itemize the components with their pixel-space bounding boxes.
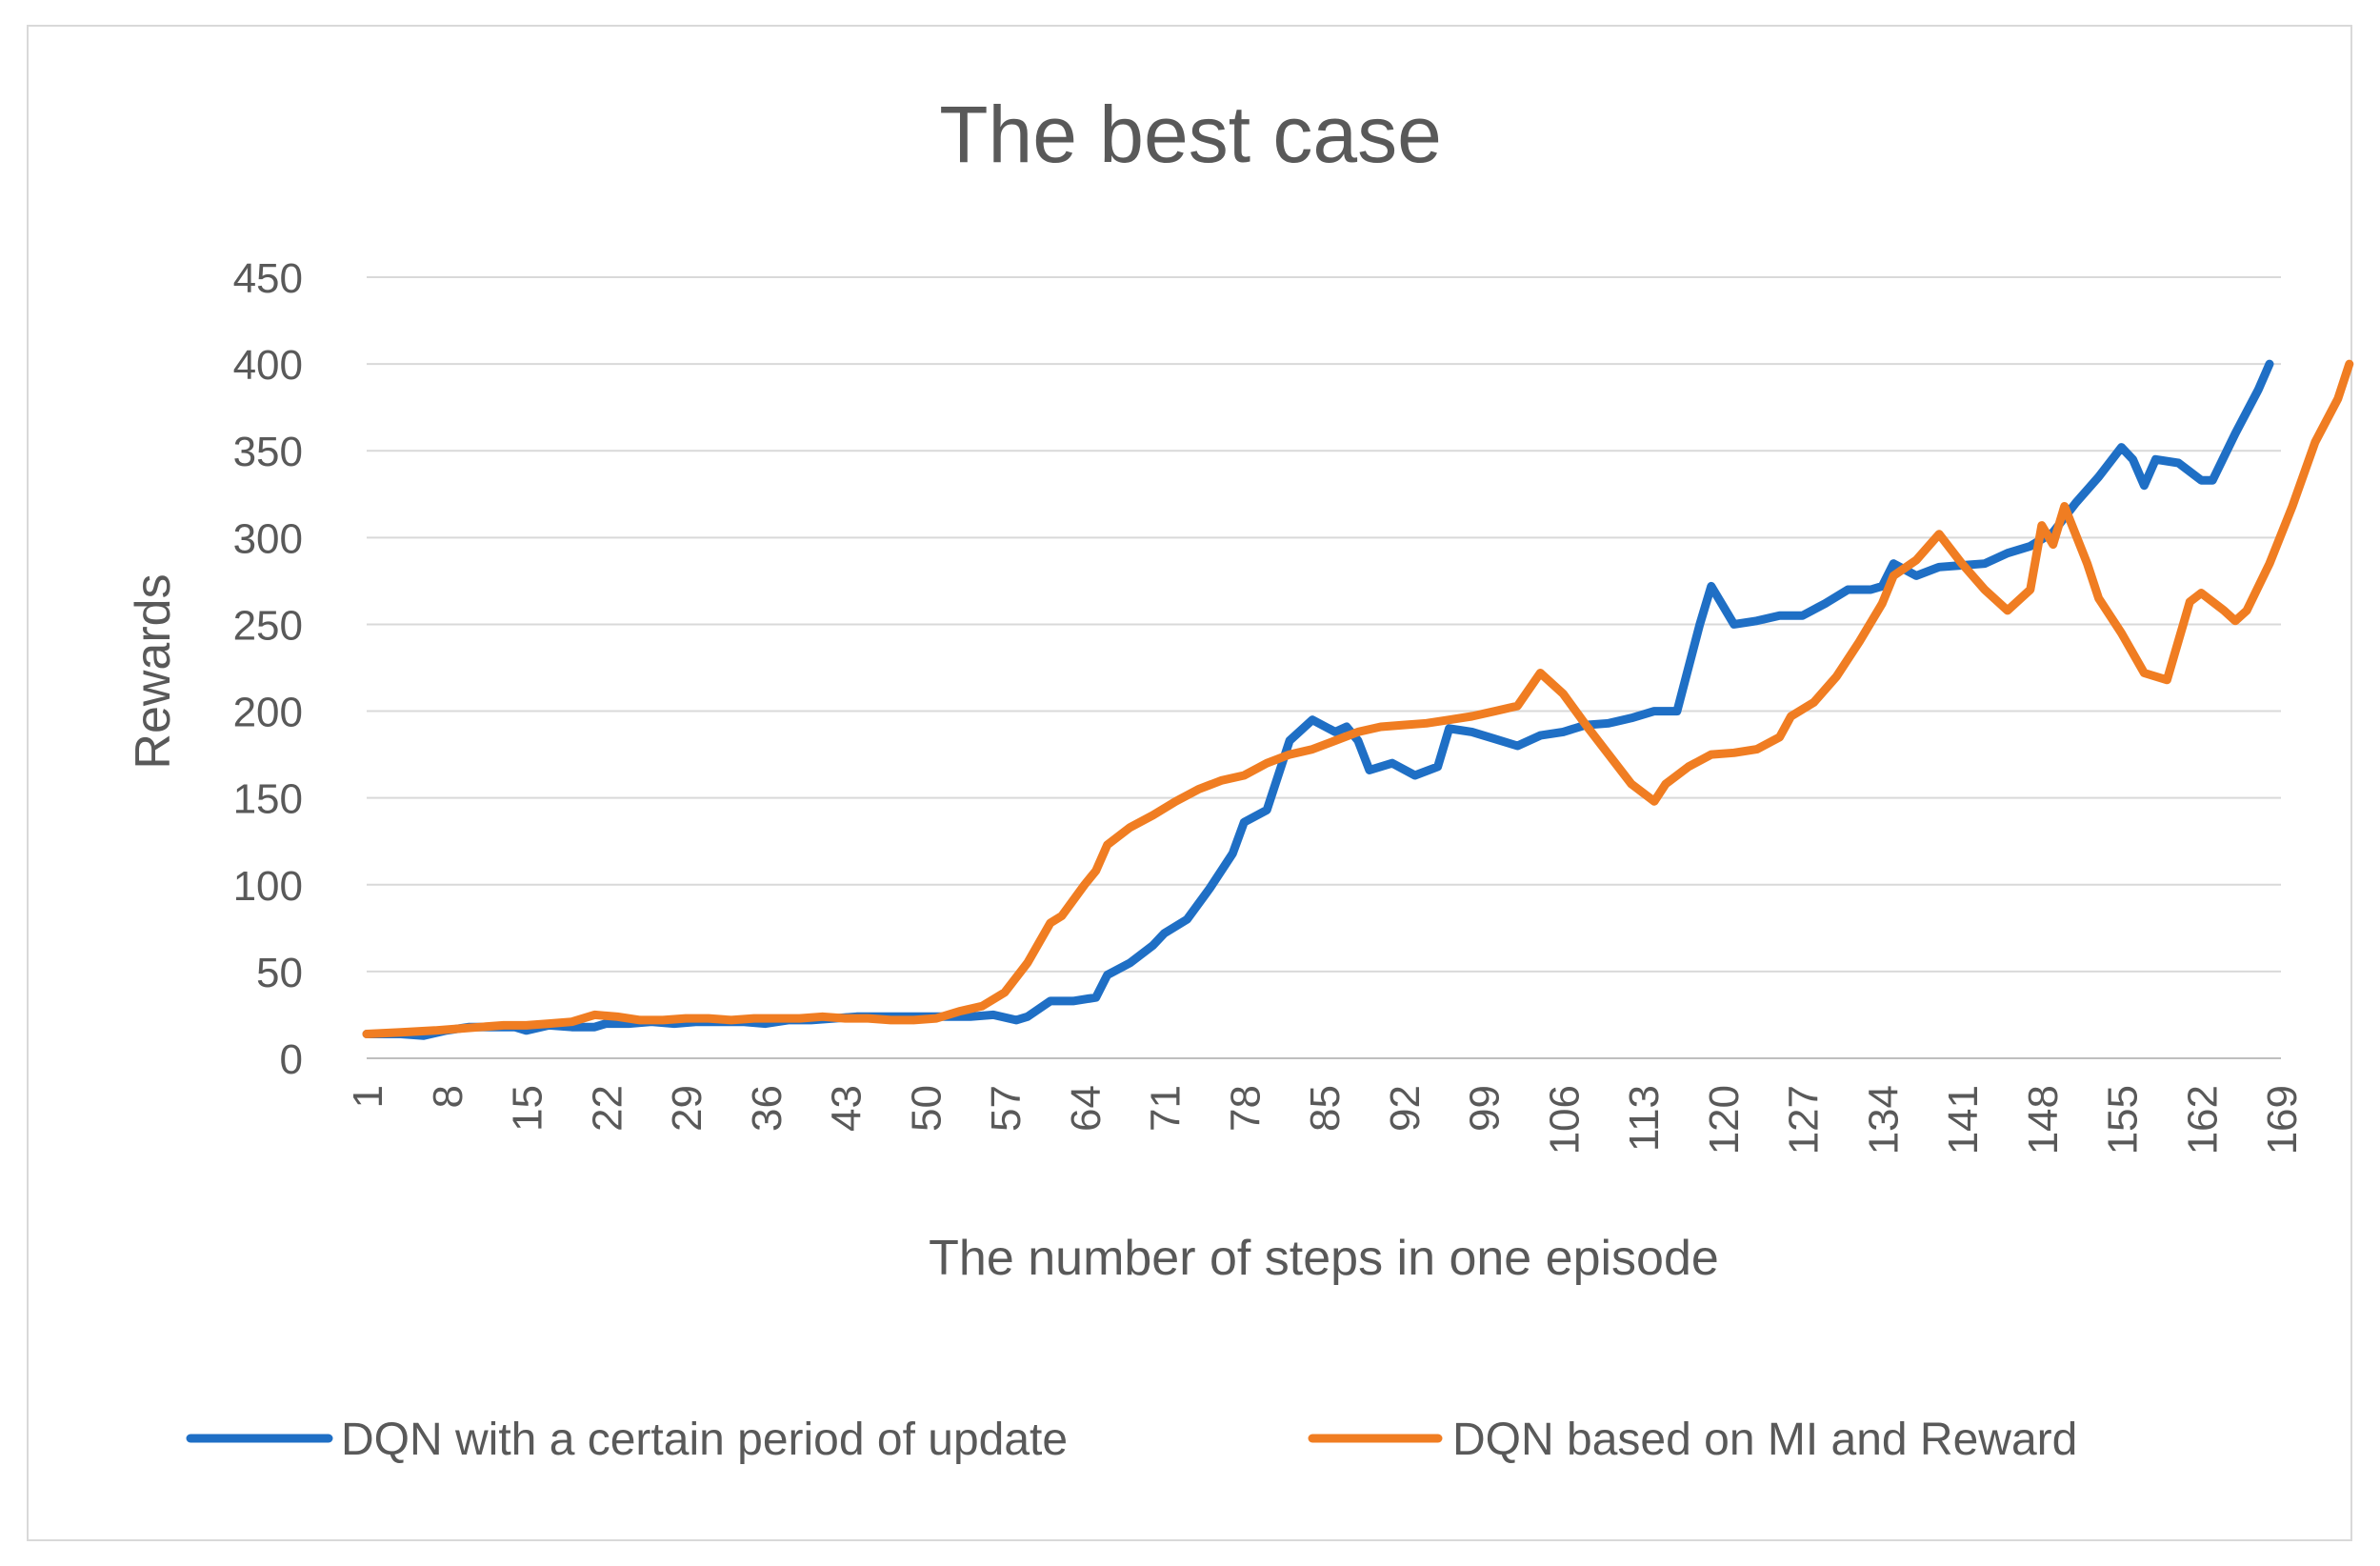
chart-title: The best case — [939, 90, 1442, 179]
series-line-0 — [362, 359, 2274, 1040]
x-tick-label: 36 — [744, 1085, 790, 1132]
x-tick-label: 141 — [1940, 1085, 1987, 1154]
x-tick-label: 22 — [584, 1085, 630, 1132]
y-tick-label: 300 — [233, 515, 303, 562]
y-tick-label: 350 — [233, 429, 303, 475]
y-tick-label: 400 — [233, 342, 303, 389]
y-tick-label: 50 — [256, 950, 303, 996]
x-axis-title: The number of steps in one episode — [929, 1231, 1719, 1286]
y-axis-title: Rewards — [126, 573, 181, 769]
y-tick-label: 200 — [233, 690, 303, 736]
x-tick-label: 15 — [505, 1085, 551, 1132]
x-tick-label: 127 — [1781, 1085, 1828, 1154]
x-tick-label: 155 — [2100, 1085, 2147, 1154]
y-axis-ticks: 0 50 100 150 200 250 300 350 400 450 — [233, 255, 303, 1083]
x-tick-label: 29 — [664, 1085, 710, 1132]
x-tick-label: 50 — [903, 1085, 950, 1132]
x-tick-label: 85 — [1302, 1085, 1349, 1132]
x-tick-label: 120 — [1701, 1085, 1748, 1154]
legend-label-dqn-periodic: DQN with a certain period of update — [341, 1415, 1068, 1465]
x-tick-label: 8 — [425, 1085, 471, 1108]
x-tick-label: 71 — [1143, 1085, 1190, 1132]
x-tick-label: 106 — [1541, 1085, 1588, 1154]
series-lines — [362, 359, 2354, 1040]
x-tick-label: 113 — [1621, 1085, 1668, 1152]
x-tick-label: 43 — [824, 1085, 870, 1132]
x-tick-label: 57 — [983, 1085, 1030, 1132]
y-tick-label: 150 — [233, 776, 303, 823]
x-tick-label: 92 — [1382, 1085, 1429, 1132]
legend-label-dqn-mi-reward: DQN based on MI and Reward — [1452, 1415, 2077, 1465]
x-tick-label: 148 — [2020, 1085, 2067, 1154]
legend: DQN with a certain period of update DQN … — [186, 1415, 2077, 1465]
y-tick-label: 100 — [233, 863, 303, 910]
x-tick-label: 1 — [345, 1085, 391, 1108]
x-tick-label: 64 — [1063, 1085, 1110, 1132]
gridlines — [367, 276, 2281, 1059]
y-tick-label: 450 — [233, 255, 303, 302]
x-tick-label: 78 — [1222, 1085, 1269, 1132]
y-tick-label: 250 — [233, 602, 303, 649]
x-tick-label: 134 — [1860, 1085, 1907, 1154]
series-line-1 — [362, 359, 2354, 1038]
x-tick-label: 162 — [2179, 1085, 2226, 1154]
x-tick-label: 99 — [1462, 1085, 1509, 1132]
y-tick-label: 0 — [280, 1036, 303, 1083]
x-axis-ticks: 1 8 15 22 29 36 43 50 57 64 71 78 85 92 99 106 113 120 127… — [345, 1085, 2306, 1154]
x-tick-label: 169 — [2259, 1085, 2306, 1154]
